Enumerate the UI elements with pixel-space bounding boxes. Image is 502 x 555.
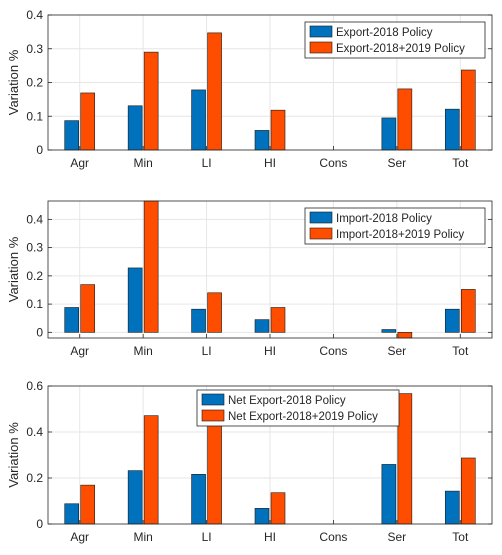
bar-series1-li xyxy=(191,308,206,333)
x-tick-label-ser: Ser xyxy=(388,156,407,170)
x-tick-label-min: Min xyxy=(133,344,152,358)
bar-series2-ser xyxy=(397,393,413,525)
legend-label-2: Import-2018+2019 Policy xyxy=(336,229,464,241)
bar-series2-li xyxy=(207,425,222,525)
bar-series2-tot xyxy=(460,289,476,333)
bar-series1-min xyxy=(127,267,143,333)
x-tick-label-min: Min xyxy=(133,156,152,170)
bar-series2-agr xyxy=(80,484,96,525)
bar-series2-tot xyxy=(460,457,476,525)
chart-panel-3: 0 0.2 0.4 0.6 Agr Min LI HI Cons Ser Tot Variation … xyxy=(6,379,493,544)
x-tick-label-agr: Agr xyxy=(70,530,89,544)
legend-box xyxy=(304,21,486,59)
x-tick-label-tot: Tot xyxy=(452,344,469,358)
x-tick-label-ser: Ser xyxy=(388,344,407,358)
chart-panel-1: 0 0.1 0.2 0.3 0.4 Agr Min LI HI Cons Ser Tot Variati… xyxy=(6,8,493,170)
y-tick-label: 0 xyxy=(36,517,43,531)
legend-box xyxy=(304,207,486,245)
y-tick-label: 0 xyxy=(36,325,43,339)
legend-swatch-1 xyxy=(309,25,333,38)
y-tick-label: 0.3 xyxy=(26,42,43,56)
x-tick-label-li: LI xyxy=(202,530,212,544)
bar-series2-li xyxy=(207,292,222,333)
bar-series1-ser xyxy=(381,329,397,333)
x-tick-label-hi: HI xyxy=(264,344,276,358)
legend: Export-2018 Policy Export-2018+2019 Polic… xyxy=(304,21,486,59)
legend-label-1: Import-2018 Policy xyxy=(336,213,432,225)
x-tick-label-agr: Agr xyxy=(70,156,89,170)
x-tick-label-hi: HI xyxy=(264,530,276,544)
y-tick-label: 0 xyxy=(36,143,43,157)
x-tick-label-li: LI xyxy=(202,156,212,170)
bar-series1-tot xyxy=(444,490,460,525)
bar-series2-min xyxy=(143,415,159,525)
bar-series1-min xyxy=(127,470,143,525)
bar-series1-li xyxy=(191,89,206,151)
y-tick-label: 0.4 xyxy=(26,425,43,439)
bar-series1-hi xyxy=(254,508,270,525)
bar-series2-agr xyxy=(80,284,96,333)
bar-series1-ser xyxy=(381,464,397,525)
bar-series2-agr xyxy=(80,92,96,151)
bar-series2-tot xyxy=(460,69,476,151)
y-tick-label: 0.2 xyxy=(26,471,43,485)
legend-label-1: Export-2018 Policy xyxy=(336,27,433,39)
y-axis-label: Variation % xyxy=(6,422,21,488)
x-tick-label-cons: Cons xyxy=(319,156,347,170)
bar-series1-agr xyxy=(64,503,80,525)
bar-series2-hi xyxy=(270,492,286,525)
legend-swatch-2 xyxy=(309,41,333,54)
bar-series1-li xyxy=(191,474,206,525)
bar-series1-tot xyxy=(444,108,460,151)
bar-series2-ser xyxy=(397,332,413,339)
y-axis-label: Variation % xyxy=(6,49,21,115)
y-tick-label: 0.1 xyxy=(26,109,43,123)
bar-series1-ser xyxy=(381,117,397,151)
x-tick-label-tot: Tot xyxy=(452,156,469,170)
legend: Import-2018 Policy Import-2018+2019 Polic… xyxy=(304,207,486,245)
bar-series1-min xyxy=(127,105,143,151)
y-tick-label: 0.6 xyxy=(26,379,43,393)
legend-label-1: Net Export-2018 Policy xyxy=(228,395,346,407)
bar-series1-agr xyxy=(64,307,80,333)
bar-series2-li xyxy=(207,32,222,151)
bar-series1-agr xyxy=(64,120,80,151)
y-axis-label: Variation % xyxy=(6,236,21,302)
legend-label-2: Net Export-2018+2019 Policy xyxy=(228,411,378,423)
x-tick-label-cons: Cons xyxy=(319,344,347,358)
bar-series1-tot xyxy=(444,308,460,333)
legend-swatch-1 xyxy=(309,211,333,224)
bar-series1-hi xyxy=(254,130,270,151)
x-tick-label-tot: Tot xyxy=(452,530,469,544)
y-tick-label: 0.2 xyxy=(26,76,43,90)
y-tick-label: 0.2 xyxy=(26,269,43,283)
legend-label-2: Export-2018+2019 Policy xyxy=(336,43,465,55)
bar-series2-hi xyxy=(270,109,286,151)
x-tick-label-min: Min xyxy=(133,530,152,544)
legend-swatch-1 xyxy=(201,393,225,406)
y-tick-label: 0.3 xyxy=(26,241,43,255)
legend-swatch-2 xyxy=(201,409,225,422)
x-tick-label-ser: Ser xyxy=(388,530,407,544)
chart-panel-2: 0 0.1 0.2 0.3 0.4 Agr Min LI HI Cons Ser Tot Variati… xyxy=(6,200,493,358)
y-tick-label: 0.4 xyxy=(26,212,43,226)
bar-series2-ser xyxy=(397,88,413,151)
y-tick-label: 0.4 xyxy=(26,8,43,22)
legend: Net Export-2018 Policy Net Export-2018+20… xyxy=(196,389,400,427)
x-tick-label-li: LI xyxy=(202,344,212,358)
x-tick-label-hi: HI xyxy=(264,156,276,170)
bar-series2-min xyxy=(143,51,159,151)
y-tick-label: 0.1 xyxy=(26,297,43,311)
x-tick-label-agr: Agr xyxy=(70,344,89,358)
bar-series2-hi xyxy=(270,307,286,333)
x-tick-label-cons: Cons xyxy=(319,530,347,544)
legend-swatch-2 xyxy=(309,227,333,240)
bar-series1-hi xyxy=(254,319,270,333)
bar-series2-min xyxy=(143,200,159,333)
legend-box xyxy=(196,389,400,427)
